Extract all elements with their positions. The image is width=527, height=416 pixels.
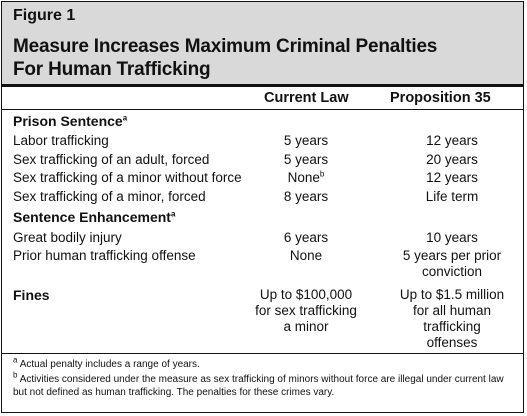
value-line: offenses — [426, 335, 478, 350]
current-law-value: 5 years — [283, 152, 329, 167]
column-header-rule — [2, 109, 523, 110]
value-line: conviction — [421, 264, 483, 279]
row-label: Sex trafficking of a minor, forced — [13, 189, 206, 204]
footnote-b: b Activities considered under the measur… — [13, 370, 518, 399]
proposition-value: 5 years per prior conviction — [382, 248, 522, 280]
proposition-value: Up to $1.5 million for all human traffic… — [382, 287, 522, 351]
proposition-value: Life term — [425, 189, 479, 204]
row-label: Great bodily injury — [13, 230, 122, 245]
value-line: 5 years per prior — [402, 248, 502, 263]
figure-header: Figure 1 Measure Increases Maximum Crimi… — [2, 2, 523, 84]
row-label: Sex trafficking of a minor without force — [13, 170, 242, 185]
proposition-value: 12 years — [426, 170, 478, 185]
value-line: Up to $1.5 million — [399, 287, 505, 302]
section-heading: Sentence Enhancement — [13, 209, 171, 225]
section-heading: Fines — [13, 287, 50, 303]
row-label: Sex trafficking of an adult, forced — [13, 152, 210, 167]
footnote-marker: a — [170, 209, 176, 219]
figure-label: Figure 1 — [13, 7, 76, 24]
proposition-value: 12 years — [426, 133, 478, 148]
footnote-text: Activities considered under the measure … — [13, 374, 504, 398]
footnote-marker: b — [319, 169, 325, 179]
current-law-value: Up to $100,000 for sex trafficking a min… — [252, 287, 360, 335]
section-heading: Prison Sentence — [13, 113, 123, 129]
value-line: Up to $100,000 — [259, 287, 353, 302]
current-law-value: None — [289, 248, 323, 263]
value-line: trafficking — [423, 319, 481, 334]
value-line: for sex trafficking — [255, 303, 357, 318]
current-law-value: 6 years — [283, 230, 329, 245]
footnote-marker: a — [122, 113, 128, 123]
footnote-rule — [2, 353, 523, 354]
column-header-current-law: Current Law — [264, 90, 349, 106]
title-line-2: For Human Trafficking — [13, 59, 211, 80]
footnote-marker: a — [13, 355, 18, 365]
value-line: a minor — [283, 319, 329, 334]
footnote-text: Actual penalty includes a range of years… — [19, 359, 200, 370]
proposition-value: 10 years — [426, 230, 478, 245]
footnote-marker: b — [13, 370, 18, 380]
proposition-value: 20 years — [426, 152, 478, 167]
current-law-value: None — [287, 170, 320, 185]
footnote-a: a Actual penalty includes a range of yea… — [13, 355, 518, 371]
column-header-proposition-35: Proposition 35 — [390, 90, 491, 106]
title-line-1: Measure Increases Maximum Criminal Penal… — [13, 36, 438, 57]
header-rule — [2, 84, 523, 87]
row-label: Prior human trafficking offense — [13, 248, 196, 263]
figure-title: Measure Increases Maximum Criminal Penal… — [13, 35, 437, 81]
current-law-value: 8 years — [283, 189, 329, 204]
value-line: for all human — [412, 303, 492, 318]
row-label: Labor trafficking — [13, 133, 109, 148]
current-law-value: 5 years — [283, 133, 329, 148]
